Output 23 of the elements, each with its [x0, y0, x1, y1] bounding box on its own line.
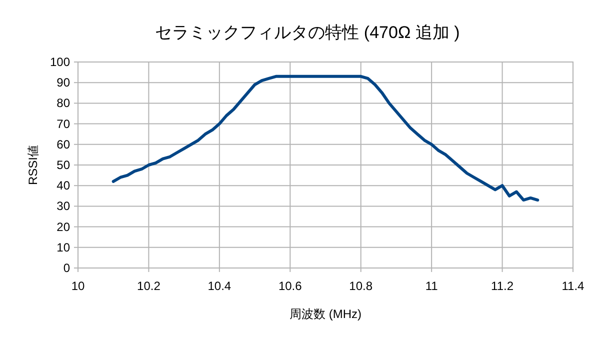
y-axis-title: RSSI値 — [26, 144, 40, 186]
chart-title: セラミックフィルタの特性 (470Ω 追加 ) — [155, 23, 460, 42]
x-tick-label: 11.2 — [491, 279, 514, 293]
x-tick-label: 10 — [71, 279, 85, 293]
x-axis-title: 周波数 (MHz) — [290, 307, 362, 321]
y-tick-label: 50 — [56, 158, 70, 172]
y-tick-label: 70 — [56, 116, 70, 131]
y-tick-label: 40 — [56, 178, 70, 193]
x-tick-label: 11.4 — [562, 279, 585, 293]
y-tick-label: 10 — [56, 240, 70, 254]
x-tick-label: 11 — [425, 279, 438, 293]
y-tick-label: 20 — [56, 220, 70, 234]
y-tick-label: 60 — [56, 137, 70, 152]
y-tick-label: 100 — [50, 55, 70, 69]
y-tick-label: 30 — [56, 199, 70, 214]
y-tick-label: 0 — [63, 261, 70, 275]
y-tick-label: 90 — [56, 76, 70, 90]
x-tick-label: 10.6 — [278, 279, 302, 293]
x-tick-label: 10.4 — [208, 279, 232, 293]
x-tick-label: 10.2 — [137, 279, 161, 293]
x-tick-label: 10.8 — [349, 279, 373, 293]
y-tick-label: 80 — [56, 96, 70, 110]
line-series — [112, 74, 540, 202]
